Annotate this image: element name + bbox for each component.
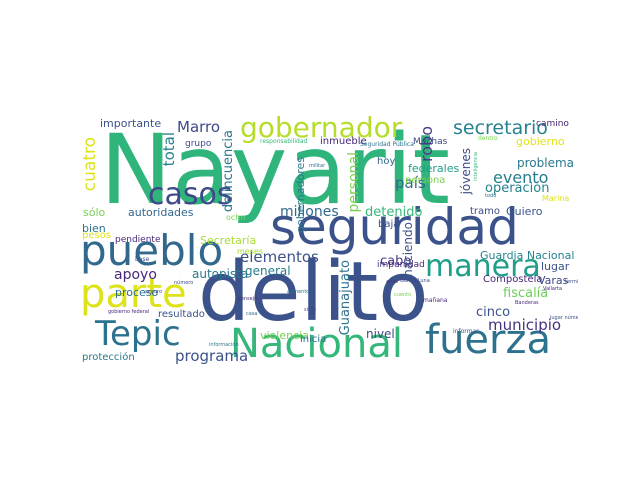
- word-4: fuerza: [425, 317, 551, 363]
- word-89: base: [135, 256, 150, 263]
- word-83: siete: [304, 307, 317, 313]
- word-9: gobernador: [240, 112, 403, 144]
- word-53: camino: [536, 119, 569, 129]
- word-41: violencia: [260, 329, 309, 342]
- word-47: pesos: [82, 230, 112, 241]
- word-22: cabo: [380, 254, 412, 269]
- word-52: Muchas: [413, 137, 448, 147]
- word-0: Nayarit: [100, 114, 451, 226]
- word-88: gobierno federal: [108, 309, 150, 315]
- word-90: cuento: [394, 292, 412, 298]
- word-35: autoridades: [128, 206, 194, 219]
- word-58: total: [160, 132, 178, 167]
- word-42: inicia: [300, 334, 327, 345]
- word-54: grupo: [185, 139, 212, 149]
- word-50: hoy: [377, 156, 396, 167]
- word-87: seguro: [145, 289, 163, 295]
- word-39: resultado: [158, 309, 205, 320]
- word-74: años: [386, 279, 398, 285]
- word-63: haciendo: [401, 222, 415, 277]
- word-67: meses: [237, 247, 263, 256]
- word-15: evento: [493, 168, 549, 187]
- word-40: protección: [82, 352, 135, 363]
- word-30: lugar: [541, 260, 570, 273]
- word-1: delito: [198, 245, 429, 340]
- word-86: número: [174, 280, 194, 286]
- word-61: jóvenes: [459, 148, 473, 195]
- word-29: Compostela: [483, 274, 543, 285]
- word-44: pendiente: [115, 235, 161, 245]
- word-49: persona: [405, 175, 446, 186]
- word-8: manera: [425, 249, 541, 284]
- word-81: terminar: [565, 279, 578, 285]
- word-48: federales: [408, 162, 460, 175]
- word-34: importante: [100, 117, 162, 130]
- word-3: Nacional: [230, 321, 403, 367]
- word-62: personal: [346, 152, 362, 213]
- word-33: gobierno: [516, 135, 565, 148]
- word-51: inmueble: [320, 136, 367, 147]
- word-11: secretario: [453, 117, 548, 139]
- word-14: detenido: [365, 205, 423, 220]
- word-5: pueblo: [80, 226, 224, 275]
- word-19: apoyo: [114, 267, 157, 283]
- word-28: Guardia Nacional: [480, 249, 575, 262]
- word-27: nivel: [366, 327, 395, 341]
- word-17: operación: [485, 181, 550, 196]
- word-60: robo: [417, 126, 436, 162]
- word-59: delincuencia: [221, 130, 236, 213]
- word-7: Tepic: [95, 314, 181, 354]
- word-80: Vallarta: [543, 286, 563, 292]
- word-6: parte: [80, 271, 187, 317]
- word-26: programa: [175, 347, 249, 365]
- word-78: lugar número: [550, 315, 578, 321]
- word-77: informar: [453, 328, 479, 335]
- word-18: Marro: [177, 118, 221, 136]
- word-73: dentro: [478, 135, 498, 142]
- word-10: casos: [148, 177, 233, 212]
- word-64: Guanajuato: [338, 260, 353, 336]
- word-71: militar: [309, 163, 326, 169]
- word-16: país: [395, 174, 426, 192]
- word-25: cinco: [476, 305, 511, 320]
- word-70: Seguridad Pública: [360, 141, 414, 148]
- word-23: municipio: [488, 316, 562, 334]
- word-20: autopista: [192, 267, 249, 281]
- word-2: seguridad: [270, 198, 519, 256]
- word-92: casa: [246, 311, 258, 317]
- word-37: tramo: [470, 206, 501, 217]
- word-36: Quiero: [506, 205, 543, 218]
- word-cloud: Nayarit delito seguridad Nacional fuerza pueb…: [80, 112, 578, 368]
- word-82: todo: [485, 193, 497, 199]
- word-84: consejo: [238, 296, 258, 302]
- word-13: millones: [280, 204, 339, 220]
- word-56: impunidad: [377, 260, 425, 270]
- word-65: gobernadores: [294, 157, 307, 233]
- word-46: bien: [82, 222, 106, 235]
- word-32: problema: [517, 156, 575, 170]
- word-57: cuatro: [80, 137, 100, 192]
- word-38: proceso: [115, 286, 159, 299]
- word-85: información: [209, 342, 239, 348]
- word-79: Banderas: [515, 300, 539, 306]
- word-69: responsabilidad: [260, 138, 308, 145]
- word-31: Varas: [538, 274, 569, 287]
- word-72: inteligencia: [473, 152, 479, 181]
- word-75: García Luna: [400, 278, 430, 284]
- word-21: general: [245, 264, 291, 278]
- word-43: Secretaría: [200, 234, 257, 247]
- word-66: ocho: [226, 213, 246, 222]
- word-91: aumento: [287, 289, 310, 295]
- word-76: mañana: [423, 297, 448, 304]
- word-55: baja: [378, 219, 400, 230]
- word-24: fiscalía: [503, 286, 549, 301]
- word-45: sólo: [83, 206, 106, 219]
- word-12: elementos: [240, 248, 319, 266]
- word-68: Marina: [542, 194, 570, 203]
